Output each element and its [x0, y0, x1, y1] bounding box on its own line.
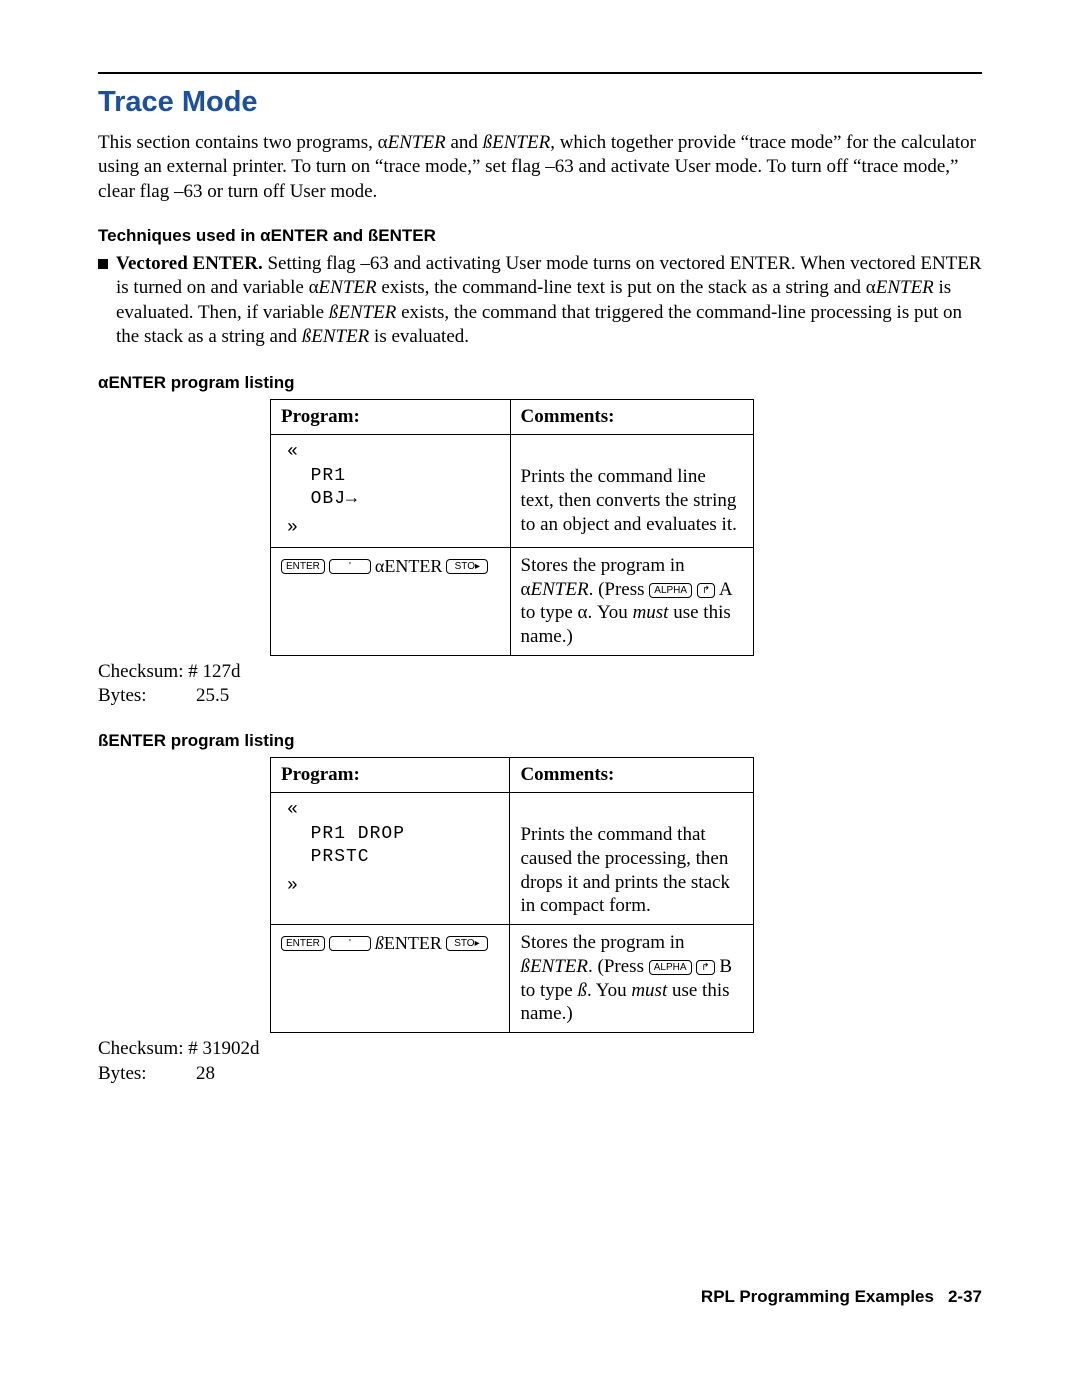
- program-code: PR1 DROP PRSTC: [281, 823, 499, 870]
- top-rule: [98, 72, 982, 74]
- beta-heading: ßENTER program listing: [98, 731, 982, 751]
- spacer: [520, 799, 743, 823]
- text: . (Press: [589, 579, 650, 600]
- text-italic: must: [631, 980, 667, 1001]
- checksum-label: Checksum:: [98, 1038, 188, 1059]
- cell-comment: Prints the command that caused the proce…: [510, 793, 754, 925]
- cell-comment: Stores the program in αENTER. (Press ALP…: [510, 547, 753, 655]
- text-italic: ENTER: [319, 277, 377, 298]
- bytes-label: Bytes:: [98, 684, 196, 709]
- text: . (Press: [588, 956, 649, 977]
- checksum-line: Checksum: # 127d: [98, 660, 982, 685]
- footer-title: RPL Programming Examples: [701, 1287, 934, 1306]
- text-italic: ßENTER: [329, 302, 397, 323]
- bullet-lead: Vectored ENTER.: [116, 253, 263, 274]
- alpha-char: α: [375, 556, 384, 576]
- checksum-value: # 127d: [188, 661, 240, 682]
- text-italic: ENTER: [876, 277, 934, 298]
- shift-key-icon: ↱: [697, 583, 715, 598]
- beta-meta: Checksum: # 31902d Bytes:28: [98, 1037, 982, 1086]
- label-text: ENTER: [384, 933, 442, 953]
- key-sequence: ENTER ' ßENTER STO▸: [281, 931, 499, 954]
- text-italic: must: [633, 602, 669, 623]
- program-close: »: [281, 875, 499, 898]
- tick-key-icon: ': [329, 559, 371, 574]
- bytes-line: Bytes:25.5: [98, 684, 982, 709]
- tick-key-icon: ': [329, 936, 371, 951]
- program-close: »: [281, 517, 500, 540]
- table-header-row: Program: Comments:: [271, 758, 754, 793]
- column-header-program: Program:: [271, 400, 511, 435]
- enter-key-icon: ENTER: [281, 936, 325, 951]
- sto-key-icon: STO▸: [446, 936, 488, 951]
- text-italic: ENTER: [531, 579, 589, 600]
- alpha-table: Program: Comments: « PR1 OBJ→ » Prints t…: [270, 399, 754, 656]
- cell-program: « PR1 OBJ→ »: [271, 435, 511, 548]
- table-header-row: Program: Comments:: [271, 400, 754, 435]
- column-header-comments: Comments:: [510, 758, 754, 793]
- text: This section contains two programs, α: [98, 132, 388, 153]
- program-open: «: [281, 799, 499, 822]
- alpha-key-icon: ALPHA: [649, 960, 692, 975]
- text-italic: ßENTER: [520, 956, 588, 977]
- table-row: « PR1 DROP PRSTC » Prints the command th…: [271, 793, 754, 925]
- bytes-value: 28: [196, 1063, 215, 1084]
- bytes-value: 25.5: [196, 685, 229, 706]
- checksum-line: Checksum: # 31902d: [98, 1037, 982, 1062]
- bytes-line: Bytes:28: [98, 1062, 982, 1087]
- bullet-text: Vectored ENTER. Setting flag –63 and act…: [116, 252, 982, 349]
- cell-comment: Stores the program in ßENTER. (Press ALP…: [510, 925, 754, 1033]
- cell-comment: Prints the command line text, then conve…: [510, 435, 753, 548]
- cell-keys: ENTER ' αENTER STO▸: [271, 547, 511, 655]
- intro-paragraph: This section contains two programs, αENT…: [98, 131, 982, 204]
- program-code: PR1 OBJ→: [281, 465, 500, 512]
- program-name-label: ßENTER: [375, 933, 442, 954]
- table-row: ENTER ' αENTER STO▸ Stores the program i…: [271, 547, 754, 655]
- program-open: «: [281, 441, 500, 464]
- beta-table: Program: Comments: « PR1 DROP PRSTC » Pr…: [270, 757, 754, 1033]
- text-italic: ßENTER: [302, 326, 370, 347]
- table-row: ENTER ' ßENTER STO▸ Stores the program i…: [271, 925, 754, 1033]
- page-footer: RPL Programming Examples2-37: [98, 1287, 982, 1307]
- checksum-label: Checksum:: [98, 661, 188, 682]
- enter-key-icon: ENTER: [281, 559, 325, 574]
- column-header-comments: Comments:: [510, 400, 753, 435]
- column-header-program: Program:: [271, 758, 510, 793]
- bullet-item: Vectored ENTER. Setting flag –63 and act…: [98, 252, 982, 349]
- shift-key-icon: ↱: [696, 960, 714, 975]
- label-text: ENTER: [384, 556, 442, 576]
- alpha-key-icon: ALPHA: [649, 583, 692, 598]
- table-row: « PR1 OBJ→ » Prints the command line tex…: [271, 435, 754, 548]
- comment-text: Prints the command line text, then conve…: [521, 466, 737, 535]
- document-page: Trace Mode This section contains two pro…: [0, 0, 1080, 1347]
- beta-char: ß: [375, 933, 384, 953]
- program-name-label: αENTER: [375, 556, 442, 577]
- text: Stores the program in: [520, 932, 684, 953]
- text: exists, the command-line text is put on …: [377, 277, 876, 298]
- bullet-square-icon: [98, 259, 108, 269]
- key-sequence: ENTER ' αENTER STO▸: [281, 554, 500, 577]
- checksum-value: # 31902d: [188, 1038, 259, 1059]
- sto-key-icon: STO▸: [446, 559, 488, 574]
- alpha-heading: αENTER program listing: [98, 373, 982, 393]
- cell-program: « PR1 DROP PRSTC »: [271, 793, 510, 925]
- text-italic: ENTER: [388, 132, 446, 153]
- text-italic: ßENTER: [483, 132, 551, 153]
- spacer: [521, 441, 743, 465]
- cell-keys: ENTER ' ßENTER STO▸: [271, 925, 510, 1033]
- page-title: Trace Mode: [98, 86, 982, 119]
- bytes-label: Bytes:: [98, 1062, 196, 1087]
- text: and: [446, 132, 483, 153]
- alpha-meta: Checksum: # 127d Bytes:25.5: [98, 660, 982, 709]
- comment-text: Prints the command that caused the proce…: [520, 824, 730, 916]
- text: is evaluated.: [369, 326, 469, 347]
- footer-page-number: 2-37: [934, 1287, 982, 1306]
- text: . You: [587, 980, 631, 1001]
- techniques-heading: Techniques used in αENTER and ßENTER: [98, 226, 982, 246]
- text-italic: ß: [577, 980, 587, 1001]
